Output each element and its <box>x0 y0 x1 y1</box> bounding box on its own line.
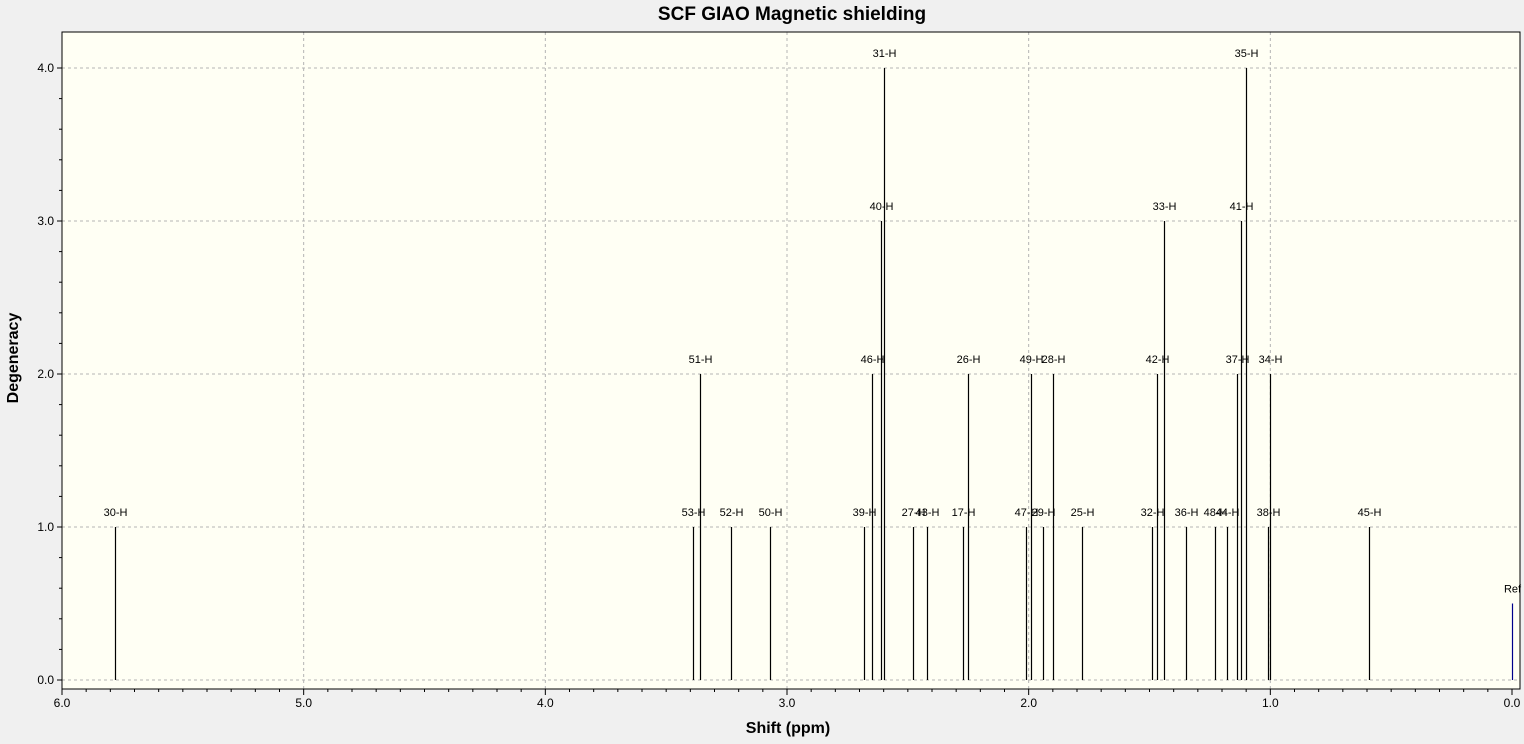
peak-label: 25-H <box>1071 507 1095 519</box>
peak-label: 52-H <box>720 507 744 519</box>
y-tick-label: 2.0 <box>37 367 54 381</box>
peak-label: 27-H <box>902 507 926 519</box>
peak-label: 49-H <box>1020 354 1044 366</box>
peak-label: 29-H <box>1032 507 1056 519</box>
peak-label: 33-H <box>1153 201 1177 213</box>
x-tick-label: 5.0 <box>295 696 312 710</box>
peak-label: 17-H <box>952 507 976 519</box>
x-tick-label: 4.0 <box>537 696 554 710</box>
plot-area <box>62 32 1520 689</box>
peak-label: 44-H <box>1216 507 1240 519</box>
x-axis-label: Shift (ppm) <box>746 720 830 737</box>
peak-label: 45-H <box>1358 507 1382 519</box>
x-tick-label: 2.0 <box>1020 696 1037 710</box>
peak-label: 42-H <box>1146 354 1170 366</box>
peak-label: 32-H <box>1141 507 1165 519</box>
x-tick-label: 3.0 <box>779 696 796 710</box>
plot-frame <box>61 31 1521 690</box>
chart-title: SCF GIAO Magnetic shielding <box>658 4 926 25</box>
peak-label: 36-H <box>1175 507 1199 519</box>
x-tick-label: 6.0 <box>54 696 71 710</box>
peak-label: 39-H <box>853 507 877 519</box>
x-tick-label: 1.0 <box>1262 696 1279 710</box>
peak-label: 26-H <box>957 354 981 366</box>
peak-label: 43-H <box>916 507 940 519</box>
peak-label: 35-H <box>1235 48 1259 60</box>
peak-label: 40-H <box>870 201 894 213</box>
peak-label: 50-H <box>759 507 783 519</box>
peak-label: 41-H <box>1230 201 1254 213</box>
peak-label: 38-H <box>1257 507 1281 519</box>
y-tick-label: 3.0 <box>37 214 54 228</box>
peak-label: 28-H <box>1042 354 1066 366</box>
y-tick-label: 0.0 <box>37 673 54 687</box>
peak-label: 34-H <box>1259 354 1283 366</box>
peak-label: 37-H <box>1226 354 1250 366</box>
peak-label: 46-H <box>861 354 885 366</box>
peak-label: Ref <box>1504 584 1522 596</box>
y-axis-label: Degeneracy <box>5 313 22 404</box>
x-tick-label: 0.0 <box>1504 696 1521 710</box>
peak-label: 53-H <box>682 507 706 519</box>
peak-label: 47-H <box>1015 507 1039 519</box>
peak-label: 51-H <box>689 354 713 366</box>
peak-label: 48-H <box>1204 507 1228 519</box>
y-tick-label: 4.0 <box>37 61 54 75</box>
peak-label: 30-H <box>104 507 128 519</box>
peak-label: 31-H <box>873 48 897 60</box>
y-tick-label: 1.0 <box>37 520 54 534</box>
